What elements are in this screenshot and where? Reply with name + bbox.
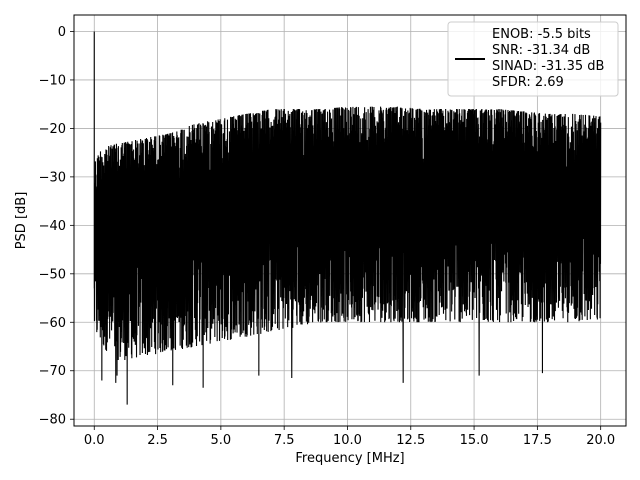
legend-enob: ENOB: -5.5 bits bbox=[492, 27, 591, 42]
legend-snr: SNR: -31.34 dB bbox=[492, 43, 590, 58]
y-axis-label: PSD [dB] bbox=[14, 192, 29, 250]
x-axis-label: Frequency [MHz] bbox=[295, 451, 404, 466]
x-tick-label: 20.0 bbox=[586, 433, 615, 448]
legend-box bbox=[447, 21, 619, 97]
y-tick-label: −80 bbox=[39, 413, 66, 428]
x-tick-label: 12.5 bbox=[396, 433, 425, 448]
y-tick-label: 0 bbox=[58, 25, 66, 40]
y-tick-label: −30 bbox=[39, 170, 66, 185]
psd-series-line bbox=[93, 31, 602, 405]
y-tick-label: −70 bbox=[39, 364, 66, 379]
legend-sfdr: SFDR: 2.69 bbox=[492, 75, 564, 90]
y-tick-label: −50 bbox=[39, 267, 66, 282]
ticks: 0.0 2.5 5.0 7.5 10.0 12.5 15.0 17.5 20.0 0 −10 −20 −… bbox=[39, 25, 616, 448]
plot-frame bbox=[73, 14, 627, 427]
y-tick-label: −20 bbox=[39, 122, 66, 137]
x-tick-label: 5.0 bbox=[211, 433, 232, 448]
x-tick-label: 0.0 bbox=[84, 433, 105, 448]
x-tick-label: 15.0 bbox=[460, 433, 489, 448]
y-tick-label: −60 bbox=[39, 316, 66, 331]
data-series bbox=[93, 31, 602, 405]
legend: ENOB: -5.5 bits SNR: -31.34 dB SINAD: -3… bbox=[447, 21, 619, 97]
y-tick-label: −40 bbox=[39, 219, 66, 234]
x-tick-label: 17.5 bbox=[523, 433, 552, 448]
x-tick-label: 10.0 bbox=[333, 433, 362, 448]
legend-sinad: SINAD: -31.35 dB bbox=[492, 59, 604, 74]
y-tick-label: −10 bbox=[39, 73, 66, 88]
x-tick-label: 7.5 bbox=[274, 433, 295, 448]
x-tick-label: 2.5 bbox=[147, 433, 168, 448]
